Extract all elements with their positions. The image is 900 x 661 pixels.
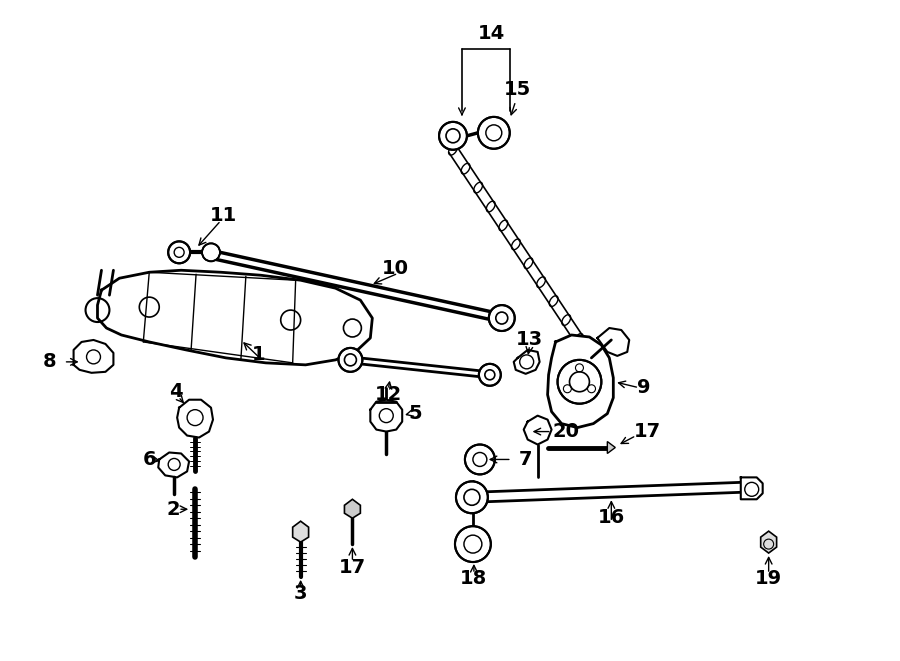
Text: 4: 4 — [169, 382, 183, 401]
Circle shape — [465, 444, 495, 475]
Circle shape — [455, 526, 490, 562]
Text: 9: 9 — [637, 378, 651, 397]
Circle shape — [557, 360, 601, 404]
Polygon shape — [158, 453, 189, 477]
Polygon shape — [177, 400, 213, 438]
Text: 1: 1 — [252, 346, 266, 364]
Text: 12: 12 — [374, 385, 402, 405]
Polygon shape — [524, 416, 552, 444]
Text: 8: 8 — [43, 352, 57, 371]
Polygon shape — [74, 340, 113, 373]
Circle shape — [456, 481, 488, 513]
Circle shape — [168, 241, 190, 263]
Text: 5: 5 — [409, 404, 422, 423]
Text: 2: 2 — [166, 500, 180, 519]
Text: 17: 17 — [338, 557, 366, 576]
Text: 17: 17 — [634, 422, 661, 441]
Polygon shape — [547, 335, 613, 428]
Text: 7: 7 — [519, 450, 533, 469]
Text: 16: 16 — [598, 508, 625, 527]
Text: 11: 11 — [210, 206, 237, 225]
Polygon shape — [598, 328, 629, 356]
Circle shape — [338, 348, 363, 372]
Text: 14: 14 — [478, 24, 506, 43]
Circle shape — [439, 122, 467, 150]
Text: 6: 6 — [142, 450, 156, 469]
Text: 15: 15 — [504, 79, 531, 98]
Text: 3: 3 — [294, 584, 308, 603]
Polygon shape — [370, 400, 402, 432]
Polygon shape — [741, 477, 762, 499]
Text: 10: 10 — [382, 258, 409, 278]
Circle shape — [479, 364, 500, 386]
Text: 19: 19 — [755, 570, 782, 588]
Text: 20: 20 — [552, 422, 579, 441]
Polygon shape — [97, 270, 373, 365]
Polygon shape — [608, 442, 616, 453]
Text: 13: 13 — [516, 330, 544, 350]
Text: 18: 18 — [460, 570, 488, 588]
Circle shape — [202, 243, 220, 261]
Polygon shape — [292, 521, 309, 542]
Circle shape — [478, 117, 509, 149]
Polygon shape — [514, 350, 540, 374]
Polygon shape — [760, 531, 777, 553]
Polygon shape — [345, 499, 360, 518]
Circle shape — [489, 305, 515, 331]
